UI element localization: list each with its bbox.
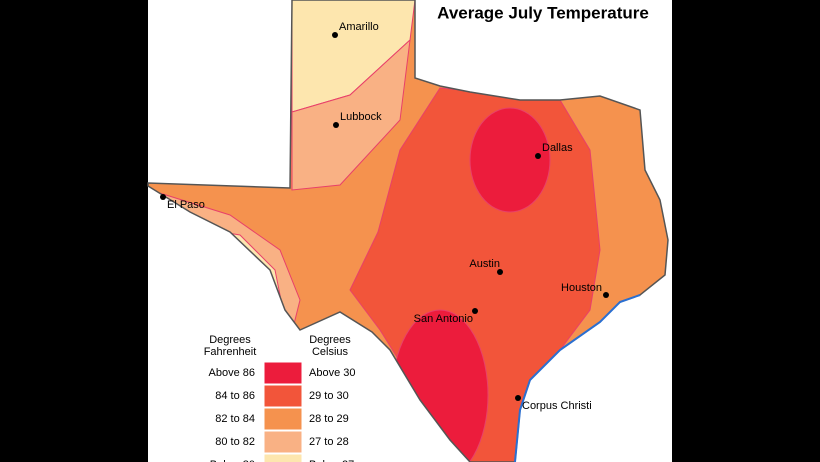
legend-fahrenheit: Above 86 bbox=[209, 367, 255, 379]
city-label: Corpus Christi bbox=[522, 400, 592, 412]
city-label: Austin bbox=[469, 258, 500, 270]
city-label: Lubbock bbox=[340, 111, 382, 123]
city-dot bbox=[603, 292, 609, 298]
city-dot bbox=[332, 32, 338, 38]
legend-header: Degrees Celsius bbox=[309, 334, 351, 358]
legend-celsius: Below 27 bbox=[309, 459, 354, 462]
city-label: Dallas bbox=[542, 142, 573, 154]
legend-swatch bbox=[263, 407, 303, 431]
legend-swatch bbox=[263, 430, 303, 454]
city-label: San Antonio bbox=[414, 313, 473, 325]
zone-27-28 bbox=[291, 38, 411, 191]
city-label: Amarillo bbox=[339, 21, 379, 33]
zone-above-30 bbox=[469, 107, 551, 213]
city-label: Houston bbox=[561, 282, 602, 294]
city-dot bbox=[160, 194, 166, 200]
legend-swatch bbox=[263, 361, 303, 385]
gulf-coast bbox=[514, 294, 641, 462]
legend-fahrenheit: 82 to 84 bbox=[215, 413, 255, 425]
city-label: El Paso bbox=[167, 199, 205, 211]
city-dot bbox=[515, 395, 521, 401]
legend-fahrenheit: 80 to 82 bbox=[215, 436, 255, 448]
legend-celsius: 27 to 28 bbox=[309, 436, 349, 448]
city-dot bbox=[472, 308, 478, 314]
map-title: Average July Temperature bbox=[437, 3, 649, 22]
legend-celsius: Above 30 bbox=[309, 367, 355, 379]
legend-celsius: 29 to 30 bbox=[309, 390, 349, 402]
city-dot bbox=[535, 153, 541, 159]
legend-fahrenheit: 84 to 86 bbox=[215, 390, 255, 402]
legend-header: Degrees Fahrenheit bbox=[204, 334, 257, 358]
city-dot bbox=[333, 122, 339, 128]
legend-fahrenheit: Below 80 bbox=[210, 459, 255, 462]
legend-celsius: 28 to 29 bbox=[309, 413, 349, 425]
legend-swatch bbox=[263, 384, 303, 408]
legend-swatch bbox=[263, 453, 303, 462]
city-dot bbox=[497, 269, 503, 275]
